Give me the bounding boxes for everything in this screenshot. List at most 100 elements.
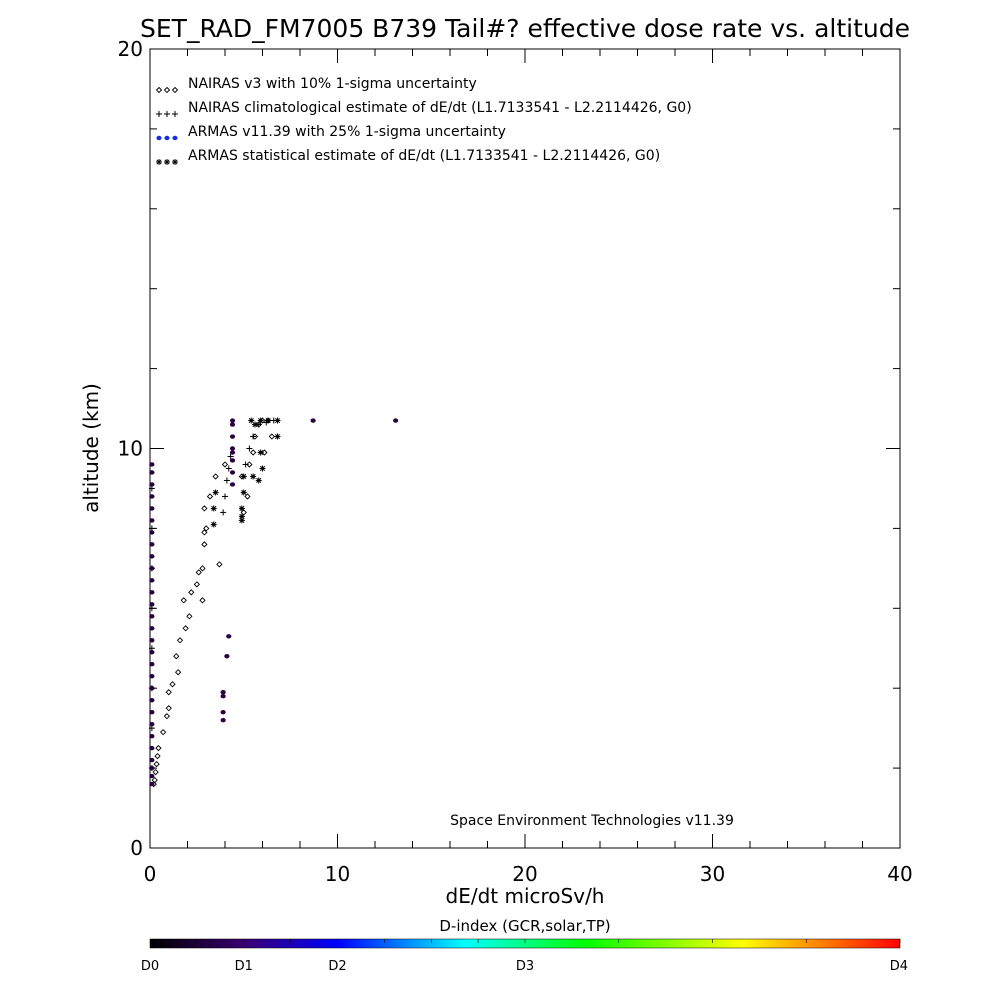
chart-title: SET_RAD_FM7005 B739 Tail#? effective dos… xyxy=(140,14,910,43)
armas-point xyxy=(149,470,155,475)
armas-statistical-point xyxy=(238,513,245,520)
armas-point xyxy=(229,450,236,455)
nairas-point xyxy=(203,525,210,532)
series-star xyxy=(210,417,281,528)
armas-point xyxy=(149,554,155,559)
nairas-point xyxy=(169,681,176,688)
nairas-climatology-point xyxy=(246,445,253,452)
armas-point xyxy=(220,717,226,723)
nairas-point xyxy=(154,752,161,760)
armas-point xyxy=(229,482,236,487)
armas-point xyxy=(149,566,155,571)
x-tick-label: 0 xyxy=(144,862,157,886)
legend-marker xyxy=(155,86,163,94)
legend-marker xyxy=(164,135,170,141)
legend-entry: ARMAS v11.39 with 25% 1-sigma uncertaint… xyxy=(156,124,506,141)
nairas-point xyxy=(165,689,172,696)
legend-marker xyxy=(172,159,178,165)
legend-marker xyxy=(172,111,178,117)
y-tick-label: 10 xyxy=(118,437,143,461)
armas-point xyxy=(149,745,155,751)
nairas-point xyxy=(165,705,172,712)
nairas-point xyxy=(159,729,167,736)
armas-point xyxy=(149,590,155,595)
armas-point xyxy=(149,602,155,607)
legend-marker xyxy=(171,86,179,94)
y-axis-label: altitude (km) xyxy=(79,383,103,513)
colorbar-label: D1 xyxy=(235,959,253,974)
legend-entry: NAIRAS climatological estimate of dE/dt … xyxy=(156,100,692,117)
nairas-point xyxy=(195,569,202,576)
legend-marker xyxy=(163,86,171,94)
armas-point xyxy=(229,418,236,423)
armas-point xyxy=(149,614,155,619)
armas-point xyxy=(149,709,155,715)
armas-statistical-point xyxy=(274,417,281,424)
armas-point xyxy=(149,765,155,771)
armas-point xyxy=(149,530,155,535)
nairas-climatology-point xyxy=(220,509,227,516)
armas-point xyxy=(149,721,155,727)
nairas-point xyxy=(268,433,276,440)
nairas-point xyxy=(174,669,182,676)
legend-marker xyxy=(172,135,178,141)
colorbar-label: D0 xyxy=(141,959,159,974)
nairas-point xyxy=(188,589,195,596)
nairas-climatology-point xyxy=(225,465,232,472)
armas-point xyxy=(229,446,236,451)
nairas-point xyxy=(193,581,201,588)
armas-statistical-point xyxy=(210,521,217,528)
armas-point xyxy=(149,686,155,691)
armas-point xyxy=(220,689,226,695)
nairas-point xyxy=(163,713,171,720)
nairas-point xyxy=(212,473,219,480)
nairas-point xyxy=(206,493,214,500)
legend-marker xyxy=(164,159,170,165)
armas-point xyxy=(149,697,155,703)
nairas-point xyxy=(246,461,253,468)
armas-statistical-point xyxy=(248,417,255,424)
nairas-point xyxy=(201,529,208,536)
armas-point xyxy=(229,458,236,463)
legend-label: NAIRAS climatological estimate of dE/dt … xyxy=(188,100,692,116)
legend-marker xyxy=(156,159,162,165)
armas-statistical-point xyxy=(252,421,258,428)
armas-point xyxy=(149,506,155,511)
nairas-climatology-point xyxy=(242,461,249,468)
y-axis-ticks xyxy=(150,48,900,849)
colorbar-ticks xyxy=(196,939,901,943)
armas-point xyxy=(149,518,155,523)
colorbar-label: D2 xyxy=(328,959,346,974)
colorbar-labels: D0 D1 D2 D3 D4 xyxy=(141,959,908,974)
nairas-climatology-point xyxy=(227,453,234,460)
armas-point xyxy=(149,626,155,631)
nairas-point xyxy=(153,760,160,768)
armas-point xyxy=(149,781,155,787)
armas-statistical-point xyxy=(212,489,219,496)
armas-point xyxy=(220,693,226,699)
credit-annotation: Space Environment Technologies v11.39 xyxy=(450,813,734,829)
armas-point xyxy=(220,709,226,715)
armas-point xyxy=(229,422,236,427)
x-tick-label: 30 xyxy=(700,862,725,886)
legend-entry: NAIRAS v3 with 10% 1-sigma uncertainty xyxy=(155,76,477,94)
armas-point xyxy=(149,650,155,655)
armas-statistical-point xyxy=(255,477,262,484)
armas-point xyxy=(229,434,236,439)
armas-statistical-point xyxy=(274,433,281,440)
x-axis-tick-labels: 0 10 20 30 40 xyxy=(144,862,913,886)
armas-point xyxy=(224,654,230,659)
y-tick-label: 0 xyxy=(130,836,143,860)
legend-marker xyxy=(156,111,162,117)
nairas-point xyxy=(221,461,229,468)
legend-label: ARMAS statistical estimate of dE/dt (L1.… xyxy=(188,148,660,164)
y-tick-label: 20 xyxy=(118,37,143,61)
armas-point xyxy=(149,662,155,667)
armas-point xyxy=(149,674,155,679)
nairas-point xyxy=(182,625,189,632)
nairas-point xyxy=(261,449,268,456)
armas-statistical-point xyxy=(259,465,266,472)
armas-point xyxy=(149,773,155,779)
colorbar-title: D-index (GCR,solar,TP) xyxy=(439,917,610,935)
